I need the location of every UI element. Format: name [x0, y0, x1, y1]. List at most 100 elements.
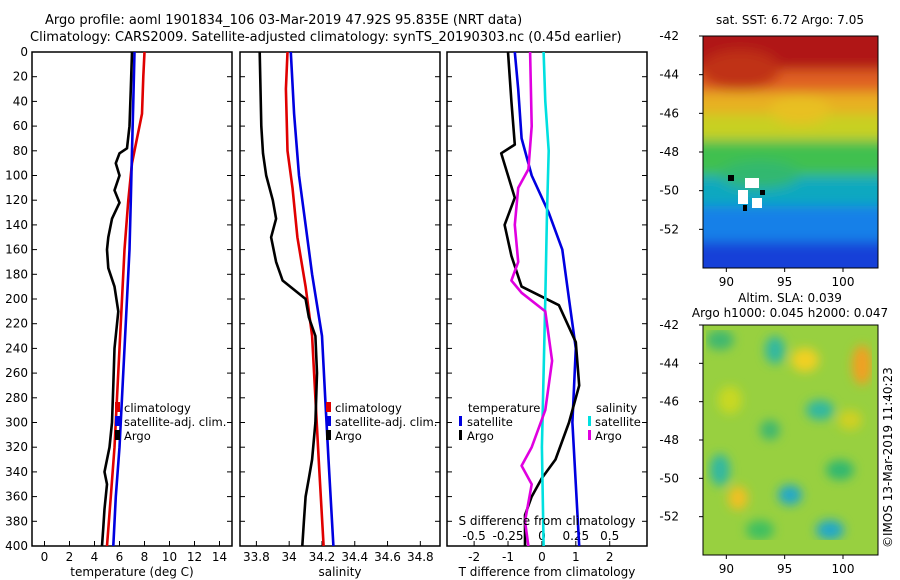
x-tick-label: -2	[468, 550, 480, 564]
y-tick-label: 220	[5, 317, 28, 331]
y-tick-label: 120	[5, 193, 28, 207]
y-tick-label: 280	[5, 391, 28, 405]
x-tick-label: 8	[141, 550, 149, 564]
y-tick-label: 240	[5, 341, 28, 355]
difference-top-label: S difference from climatology	[459, 514, 636, 528]
difference-series-salinity-satellite	[540, 52, 551, 546]
legend-temp-satellite-swatch	[459, 416, 462, 426]
x-tick-label: 0	[538, 550, 546, 564]
legend-sal-argo: Argo	[595, 429, 622, 443]
y-tick-label: 60	[13, 119, 28, 133]
y-tick-label: 200	[5, 292, 28, 306]
difference-xlabel: T difference from climatology	[458, 565, 636, 579]
legend-salinity-title: salinity	[596, 401, 637, 415]
map-lat-label: -42	[659, 318, 679, 332]
map-lon-label: 90	[719, 275, 734, 289]
axis-ticks: 0 2 4 6 8 10 12 1402040608010012014016018020022…	[5, 45, 647, 564]
salinity-series-climatology	[284, 52, 325, 546]
y-tick-label: 80	[13, 144, 28, 158]
sla-map-title2: Argo h1000: 0.045 h2000: 0.047	[692, 306, 888, 320]
legend-climatology: climatology	[124, 401, 191, 415]
y-tick-label: 260	[5, 366, 28, 380]
difference-series-group	[499, 52, 581, 546]
temperature-series-argo	[100, 52, 134, 546]
map-lat-label: -50	[659, 184, 679, 198]
salinity-series-argo	[258, 52, 319, 546]
map-lon-label: 95	[777, 562, 792, 576]
y-tick-label: 180	[5, 267, 28, 281]
top-tick-label: 0	[538, 529, 546, 543]
y-tick-label: 300	[5, 416, 28, 430]
figure-title-line2: Climatology: CARS2009. Satellite-adjuste…	[30, 30, 622, 45]
difference-series-temperature-satellite	[513, 52, 581, 546]
temperature-series-climatology	[105, 52, 146, 546]
x-tick-label: 34	[282, 550, 297, 564]
sla-map-ticks: -42 -44 -46 -48 -50 -52 90 95 100	[659, 318, 854, 576]
map-lat-label: -50	[659, 471, 679, 485]
x-tick-label: 2	[66, 550, 74, 564]
legend-climatology-swatch	[326, 402, 331, 412]
salinity-panel	[239, 51, 441, 547]
legend-satellite-adj: satellite-adj. clim.	[335, 415, 437, 429]
map-lon-label: 100	[832, 562, 855, 576]
y-tick-label: 340	[5, 465, 28, 479]
legend-argo: Argo	[335, 429, 362, 443]
y-tick-label: 400	[5, 539, 28, 553]
top-tick-label: -0.5	[462, 529, 485, 543]
sst-map-title: sat. SST: 6.72 Argo: 7.05	[716, 13, 864, 27]
legend-argo-swatch	[115, 430, 120, 440]
y-tick-label: 100	[5, 169, 28, 183]
imos-watermark: ©IMOS 13-Mar-2019 11:40:23	[881, 367, 895, 548]
sst-map-ticks: -42 -44 -46 -48 -50 -52 90 95 100	[659, 29, 854, 289]
y-tick-label: 160	[5, 243, 28, 257]
map-lat-label: -44	[659, 68, 679, 82]
y-tick-label: 140	[5, 218, 28, 232]
difference-series-temperature-argo	[499, 52, 581, 546]
salinity-legend: climatology satellite-adj. clim. Argo	[326, 401, 437, 443]
temperature-legend: climatology satellite-adj. clim. Argo	[115, 401, 226, 443]
legend-satellite-adj: satellite-adj. clim.	[124, 415, 226, 429]
x-tick-label: 33.8	[243, 550, 270, 564]
x-tick-label: 34.6	[374, 550, 401, 564]
legend-temperature-title: temperature	[468, 401, 540, 415]
y-tick-label: 380	[5, 514, 28, 528]
map-lon-label: 90	[719, 562, 734, 576]
y-tick-label: 0	[20, 45, 28, 59]
y-tick-label: 320	[5, 440, 28, 454]
x-tick-label: 14	[212, 550, 227, 564]
y-tick-label: 20	[13, 70, 28, 84]
x-tick-label: 34.4	[341, 550, 368, 564]
x-tick-label: 10	[162, 550, 177, 564]
map-lon-label: 100	[832, 275, 855, 289]
legend-climatology: climatology	[335, 401, 402, 415]
profile-lines	[100, 52, 581, 546]
x-tick-label: 0	[41, 550, 49, 564]
legend-temp-argo-swatch	[459, 430, 462, 440]
difference-series-salinity-argo	[510, 52, 554, 546]
x-tick-label: 12	[187, 550, 202, 564]
legend-argo: Argo	[124, 429, 151, 443]
top-tick-label: 0.25	[562, 529, 589, 543]
x-tick-label: 34.2	[309, 550, 336, 564]
legend-temp-argo: Argo	[467, 429, 494, 443]
sla-map-title1: Altim. SLA: 0.039	[738, 291, 842, 305]
temperature-xlabel: temperature (deg C)	[70, 565, 193, 579]
top-tick-label: -0.25	[492, 529, 523, 543]
x-tick-label: 2	[606, 550, 614, 564]
map-lat-label: -48	[659, 145, 679, 159]
map-lat-label: -52	[659, 222, 679, 236]
legend-sal-satellite-swatch	[588, 416, 591, 426]
temperature-series-satellite-adj-clim-	[112, 52, 136, 546]
x-tick-label: 6	[116, 550, 124, 564]
x-tick-label: 4	[91, 550, 99, 564]
map-lat-label: -46	[659, 106, 679, 120]
figure-title-line1: Argo profile: aoml 1901834_106 03-Mar-20…	[45, 13, 522, 28]
map-lat-label: -44	[659, 356, 679, 370]
legend-satellite-swatch	[115, 416, 120, 426]
x-tick-label: -1	[502, 550, 514, 564]
map-lat-label: -48	[659, 433, 679, 447]
map-lon-label: 95	[777, 275, 792, 289]
x-tick-label: 34.8	[407, 550, 434, 564]
difference-legend: temperature satellite Argo salinity sate…	[459, 401, 641, 443]
